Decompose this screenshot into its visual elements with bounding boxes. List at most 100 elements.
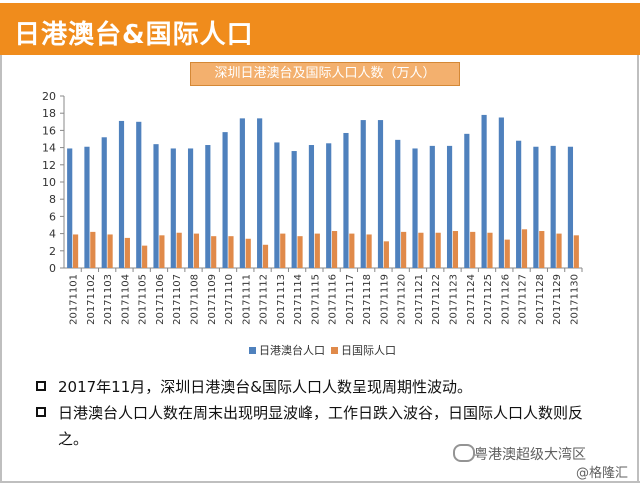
- x-tick-label: 20171126: [500, 274, 511, 325]
- x-tick-label: 20171124: [466, 274, 477, 325]
- bar-intl: [383, 241, 389, 268]
- bar-intl: [452, 231, 459, 268]
- x-tick-label: 20171127: [518, 274, 529, 325]
- bar-intl: [228, 236, 234, 268]
- x-tick-label: 20171118: [362, 274, 373, 325]
- bar-intl: [556, 233, 562, 268]
- x-tick-label: 20171112: [259, 274, 270, 325]
- bar-intl: [314, 233, 320, 268]
- bar-gat: [274, 142, 280, 268]
- bar-gat: [343, 132, 349, 268]
- bar-intl: [297, 236, 303, 268]
- y-tick-label: 12: [42, 159, 56, 172]
- bar-intl: [331, 231, 338, 268]
- bullet-item: 2017年11月，深圳日港澳台&国际人口人数呈现周期性波动。: [36, 374, 596, 400]
- slide-border-right: [637, 55, 639, 483]
- x-tick-label: 20171109: [207, 274, 218, 325]
- x-tick-label: 20171108: [190, 274, 201, 325]
- x-tick-label: 20171117: [345, 274, 356, 325]
- bar-intl: [176, 232, 182, 268]
- x-tick-label: 20171122: [431, 274, 442, 325]
- y-tick-label: 18: [42, 107, 56, 120]
- x-tick-label: 20171123: [449, 274, 460, 325]
- x-tick-label: 20171120: [397, 274, 408, 325]
- bar-intl: [504, 239, 510, 268]
- bar-gat: [498, 117, 504, 268]
- x-tick-label: 20171104: [120, 274, 131, 325]
- bar-gat: [326, 143, 332, 268]
- bar-gat: [464, 133, 470, 268]
- y-tick-label: 16: [42, 124, 56, 137]
- bar-gat: [153, 144, 159, 268]
- bar-intl: [573, 235, 579, 268]
- bar-intl: [280, 233, 286, 268]
- y-tick-label: 6: [49, 210, 56, 223]
- y-tick-label: 10: [42, 176, 56, 189]
- bullet-text: 2017年11月，深圳日港澳台&国际人口人数呈现周期性波动。: [58, 378, 472, 396]
- bar-gat: [412, 148, 418, 268]
- title-bar: 日港澳台&国际人口: [0, 3, 640, 55]
- x-tick-label: 20171125: [483, 274, 494, 325]
- x-tick-label: 20171115: [310, 274, 321, 325]
- bar-gat: [429, 145, 435, 268]
- bar-intl: [539, 231, 545, 268]
- x-tick-label: 20171101: [69, 274, 80, 325]
- x-tick-label: 20171129: [552, 274, 563, 325]
- x-tick-label: 20171130: [569, 274, 580, 325]
- bar-intl: [90, 231, 96, 268]
- bar-gat: [360, 120, 366, 268]
- x-tick-label: 20171119: [379, 274, 390, 325]
- bar-gat: [239, 118, 245, 268]
- bar-intl: [124, 237, 130, 268]
- chart-title-box: 深圳日港澳台及国际人口人数（万人）: [190, 62, 460, 86]
- x-tick-label: 20171110: [224, 274, 235, 325]
- legend-swatch: [249, 347, 256, 354]
- bar-intl: [211, 236, 217, 268]
- bullet-item: 日港澳台人口人数在周末出现明显波峰，工作日跌入波谷，日国际人口人数则反之。: [36, 400, 596, 452]
- x-tick-label: 20171105: [138, 274, 149, 325]
- bar-gat: [516, 140, 522, 268]
- bar-intl: [193, 233, 200, 268]
- bar-gat: [291, 151, 297, 268]
- bar-intl: [435, 232, 441, 268]
- bullet-square-icon: [36, 381, 46, 391]
- x-tick-label: 20171103: [103, 274, 114, 325]
- page-title: 日港澳台&国际人口: [14, 20, 254, 50]
- legend-label: 日国际人口: [341, 344, 396, 357]
- x-tick-label: 20171113: [276, 274, 287, 325]
- bar-intl: [401, 231, 407, 268]
- bar-gat: [222, 132, 228, 268]
- bullet-square-icon: [36, 407, 46, 417]
- y-tick-label: 20: [42, 90, 56, 103]
- bar-intl: [262, 244, 269, 268]
- legend-label: 日港澳台人口: [259, 343, 325, 357]
- bar-gat: [205, 145, 211, 268]
- watermark-author: @格隆汇: [576, 466, 629, 481]
- bar-intl: [487, 232, 493, 268]
- bar-gat: [446, 145, 453, 268]
- bar-gat: [136, 121, 142, 268]
- bar-gat: [550, 145, 556, 268]
- bar-intl: [245, 238, 251, 268]
- legend-swatch: [331, 347, 338, 354]
- bar-gat: [187, 148, 194, 268]
- x-tick-label: 20171111: [241, 274, 252, 325]
- bar-intl: [470, 231, 476, 268]
- bar-intl: [72, 234, 79, 268]
- watermark-text: 粤港澳超级大湾区: [474, 447, 586, 463]
- y-tick-label: 8: [49, 193, 56, 206]
- x-tick-label: 20171121: [414, 274, 425, 325]
- bar-intl: [159, 235, 165, 268]
- bar-gat: [395, 139, 401, 268]
- y-tick-label: 14: [42, 142, 56, 155]
- x-tick-label: 20171102: [86, 274, 97, 325]
- bar-gat: [481, 114, 487, 268]
- bullet-text: 日港澳台人口人数在周末出现明显波峰，工作日跌入波谷，日国际人口人数则反之。: [58, 404, 584, 448]
- bullet-list: 2017年11月，深圳日港澳台&国际人口人数呈现周期性波动。 日港澳台人口人数在…: [36, 374, 596, 452]
- bar-gat: [101, 137, 107, 268]
- slide-border-left: [0, 55, 2, 483]
- bar-gat: [308, 145, 315, 268]
- y-tick-label: 4: [49, 228, 56, 241]
